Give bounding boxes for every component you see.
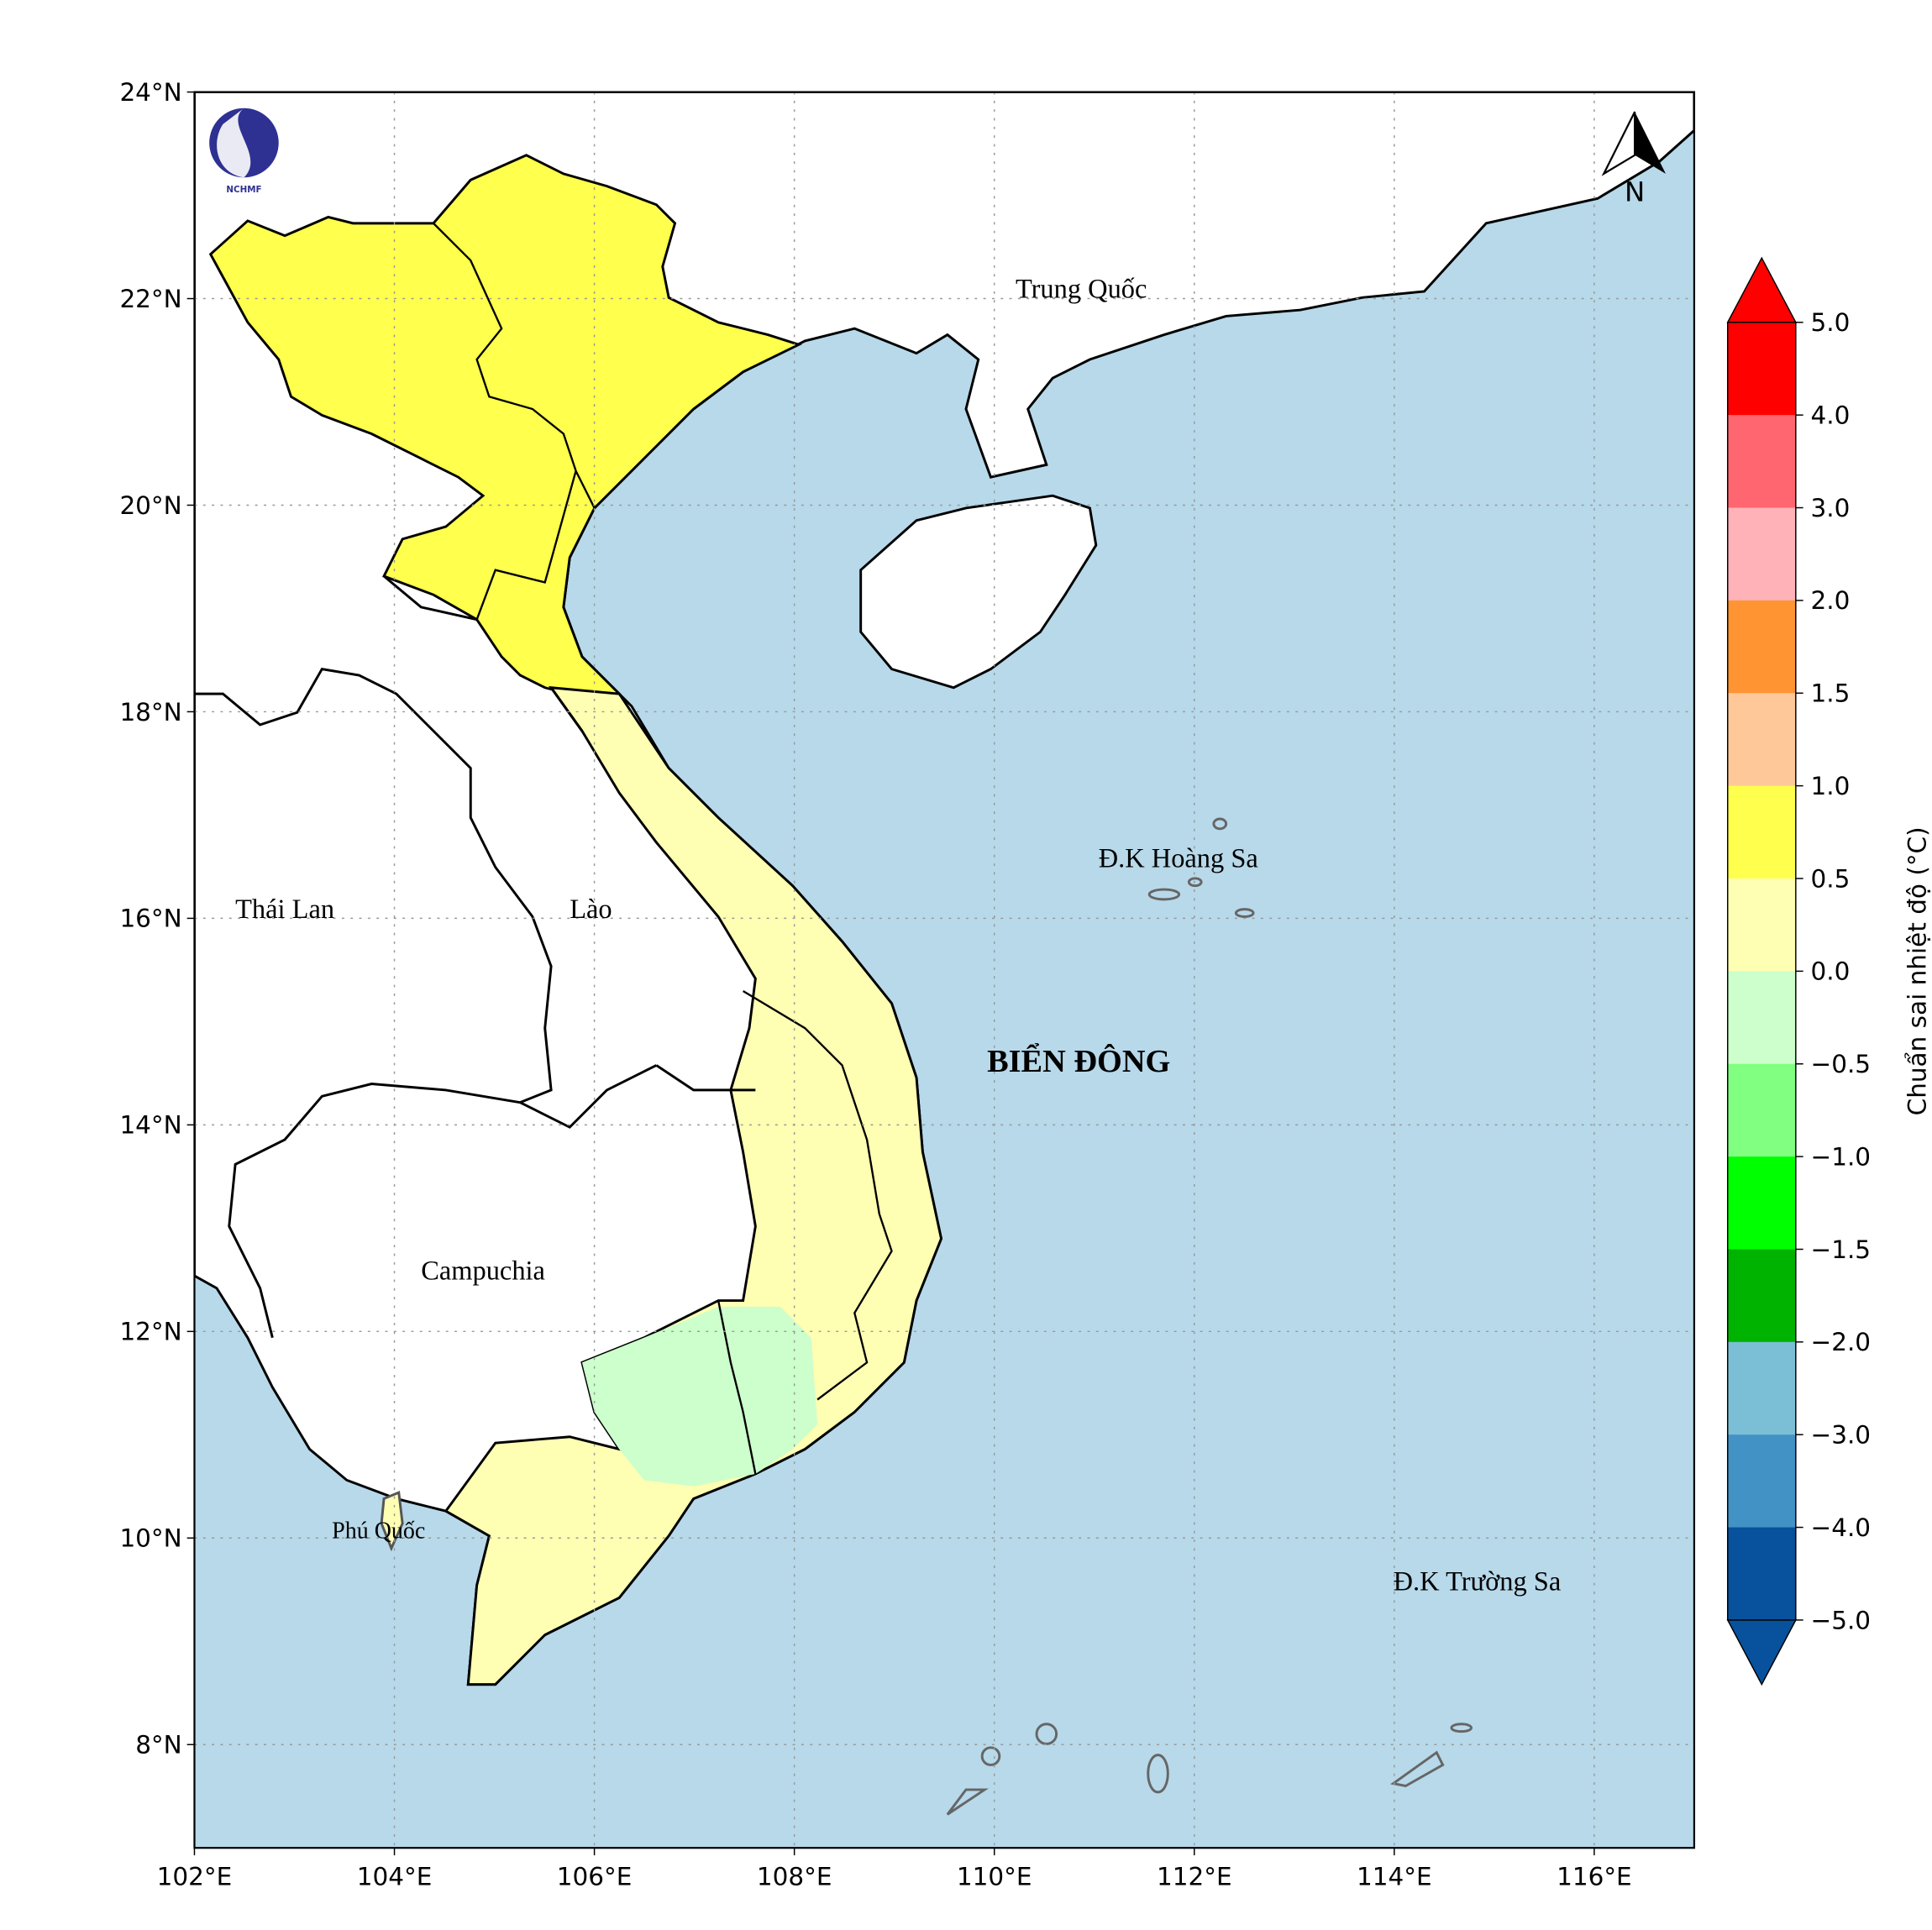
label-phu-quoc: Phú Quốc <box>332 1518 425 1545</box>
label-cambodia: Campuchia <box>421 1256 545 1286</box>
label-laos: Lào <box>570 894 612 925</box>
nchmf-logo: NCHMF <box>209 108 279 195</box>
colorbar-tick-label: −0.5 <box>1811 1050 1872 1078</box>
colorbar-tick-label: 1.5 <box>1811 679 1851 708</box>
colorbar-tick-label: −3.0 <box>1811 1421 1872 1450</box>
lat-tick-label: 20°N <box>119 491 181 520</box>
colorbar: 5.0 4.0 3.0 2.0 1.5 1.0 0.5 0.0 −0.5 −1.0 −1.5 −2.0… <box>1726 256 1872 1686</box>
colorbar-tick-label: 0.0 <box>1811 957 1851 986</box>
colorbar-tick-label: 4.0 <box>1811 401 1851 429</box>
colorbar-tick-label: 0.5 <box>1811 864 1851 893</box>
colorbar-tick-label: −5.0 <box>1811 1606 1872 1634</box>
lon-tick-label: 106°E <box>557 1862 633 1891</box>
label-truong-sa: Đ.K Trường Sa <box>1394 1567 1562 1597</box>
lon-tick-label: 102°E <box>157 1862 233 1891</box>
colorbar-swatch <box>1727 1249 1796 1343</box>
lat-tick-label: 10°N <box>119 1524 181 1553</box>
lon-tick-label: 104°E <box>357 1862 433 1891</box>
lat-tick-label: 24°N <box>119 78 181 107</box>
spratly-islands <box>946 1723 1473 1816</box>
colorbar-swatch <box>1727 878 1796 973</box>
colorbar-tick-label: 3.0 <box>1811 494 1851 522</box>
lat-tick-label: 12°N <box>119 1318 181 1346</box>
colorbar-swatch <box>1727 1434 1796 1529</box>
colorbar-swatch <box>1727 415 1796 509</box>
colorbar-over-extend <box>1726 256 1798 323</box>
colorbar-swatch <box>1727 1527 1796 1621</box>
paracel-islands <box>1147 817 1255 918</box>
hainan-island <box>859 494 1098 690</box>
lon-tick-label: 108°E <box>757 1862 832 1891</box>
colorbar-label: Chuẩn sai nhiệt độ (°C) <box>1903 826 1932 1115</box>
lon-tick-label: 114°E <box>1357 1862 1432 1891</box>
lon-tick-label: 112°E <box>1157 1862 1232 1891</box>
colorbar-tick-label: −1.5 <box>1811 1235 1872 1264</box>
lat-tick-label: 8°N <box>135 1731 182 1760</box>
colorbar-tick-label: −2.0 <box>1811 1328 1872 1356</box>
lat-tick-label: 16°N <box>119 905 181 933</box>
logo-text: NCHMF <box>226 185 261 195</box>
north-label: N <box>1625 176 1645 207</box>
lon-tick-label: 110°E <box>957 1862 1032 1891</box>
colorbar-swatch <box>1727 785 1796 879</box>
colorbar-swatch <box>1727 507 1796 601</box>
label-east-sea: BIỂN ĐÔNG <box>987 1043 1170 1079</box>
label-china: Trung Quốc <box>1016 274 1147 304</box>
colorbar-swatch <box>1727 600 1796 695</box>
colorbar-swatch <box>1727 971 1796 1065</box>
colorbar-tick-label: −1.0 <box>1811 1142 1872 1171</box>
graticule <box>194 92 1694 1849</box>
colorbar-under-extend <box>1726 1619 1798 1686</box>
colorbar-swatch <box>1727 693 1796 787</box>
lat-tick-label: 18°N <box>119 698 181 726</box>
colorbar-swatch <box>1727 1156 1796 1251</box>
lat-tick-label: 14°N <box>119 1111 181 1140</box>
colorbar-swatch <box>1727 1063 1796 1157</box>
colorbar-tick-label: 2.0 <box>1811 586 1851 615</box>
region-north <box>208 154 802 702</box>
colorbar-swatch <box>1727 322 1796 416</box>
colorbar-tick-label: 1.0 <box>1811 772 1851 800</box>
map-frame <box>193 91 1696 1849</box>
lon-tick-label: 116°E <box>1557 1862 1632 1891</box>
colorbar-swatch <box>1727 1341 1796 1435</box>
phu-quoc-island <box>380 1490 404 1552</box>
axis-ticks: 102°E 104°E 106°E 108°E 110°E 112°E 114°E 116°E… <box>119 78 1631 1891</box>
region-southeast <box>581 1306 818 1487</box>
label-thailand: Thái Lan <box>235 894 334 925</box>
colorbar-tick-label: −4.0 <box>1811 1513 1872 1542</box>
region-central-south <box>444 685 943 1686</box>
country-borders <box>194 574 756 1339</box>
lat-tick-label: 22°N <box>119 285 181 313</box>
label-hoang-sa: Đ.K Hoàng Sa <box>1099 844 1258 874</box>
province-borders <box>433 223 893 1475</box>
colorbar-tick-label: 5.0 <box>1811 308 1851 337</box>
